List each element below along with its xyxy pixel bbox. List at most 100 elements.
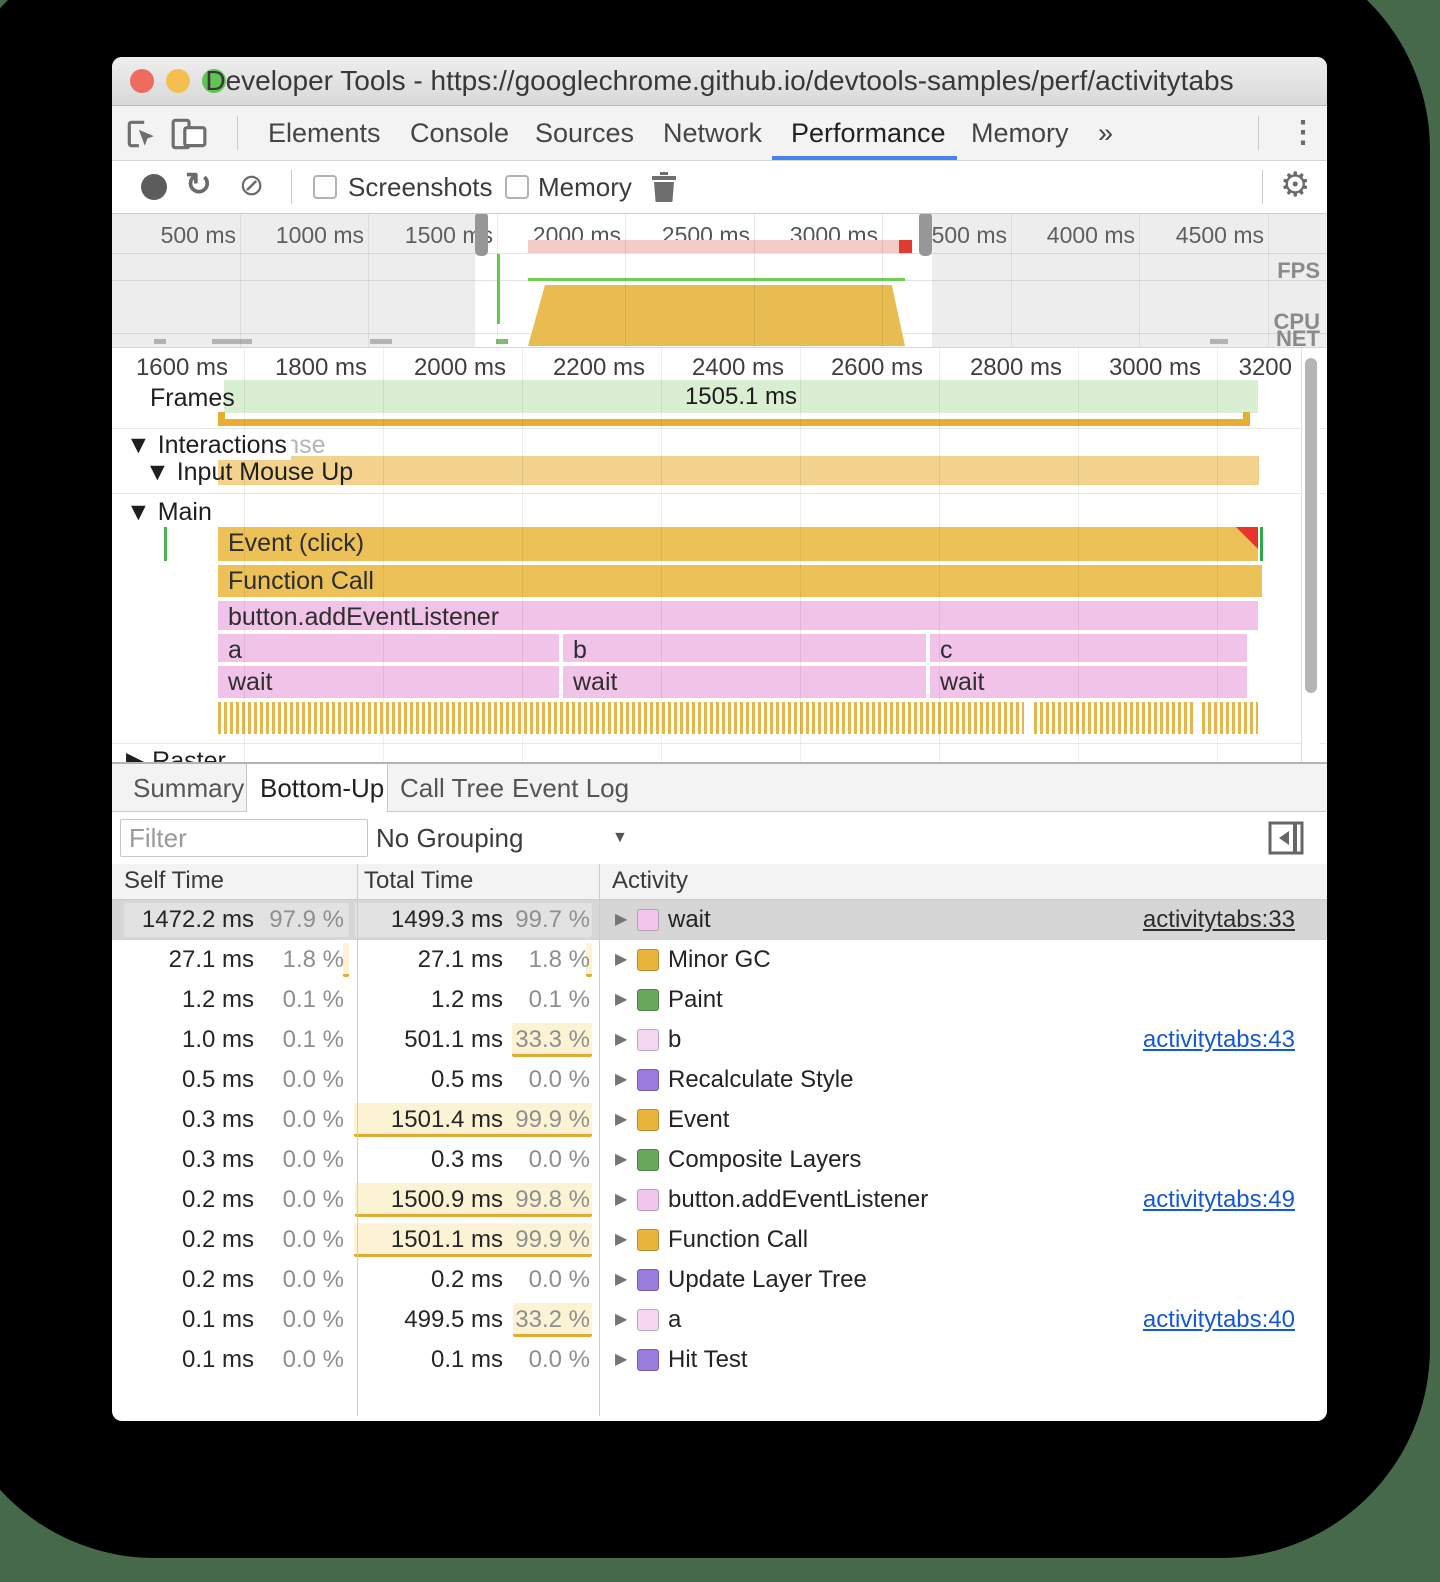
micro-tasks-strip[interactable] bbox=[218, 702, 1258, 734]
divider bbox=[1258, 116, 1259, 150]
disclosure-triangle-icon[interactable]: ▶ bbox=[615, 1231, 628, 1248]
activity-label: Function Call bbox=[668, 1226, 809, 1253]
disclosure-triangle-icon[interactable]: ▶ bbox=[615, 911, 628, 928]
timeline-overview[interactable]: 500 ms 1000 ms 1500 ms 2000 ms 2500 ms 3… bbox=[112, 214, 1327, 348]
settings-gear-icon[interactable]: ⚙ bbox=[1280, 166, 1311, 204]
activity-color-swatch bbox=[637, 1109, 659, 1131]
disclosure-triangle-icon[interactable]: ▶ bbox=[615, 1071, 628, 1088]
panel-tab-event-log[interactable]: Event Log bbox=[512, 773, 630, 803]
interactions-section-toggle[interactable]: ▼ Interactions bbox=[126, 431, 291, 460]
source-link[interactable]: activitytabs:40 bbox=[1142, 1306, 1295, 1333]
flame-scrollbar-track[interactable] bbox=[1301, 348, 1320, 762]
flame-bar-a[interactable]: a bbox=[218, 634, 559, 662]
disclosure-triangle-icon[interactable]: ▶ bbox=[615, 1111, 628, 1128]
grouping-select[interactable]: No Grouping bbox=[376, 823, 524, 853]
disclosure-triangle-icon[interactable]: ▶ bbox=[615, 951, 628, 968]
table-row[interactable]: 27.1 ms 1.8 % 27.1 ms 1.8 % ▶ Minor GC bbox=[112, 940, 1327, 980]
flame-bar-event-click[interactable]: Event (click) bbox=[218, 527, 1258, 561]
raster-section-toggle[interactable]: ▶ Raster bbox=[126, 747, 226, 762]
table-row[interactable]: 0.2 ms 0.0 % 0.2 ms 0.0 % ▶ Update Layer… bbox=[112, 1260, 1327, 1300]
table-row[interactable]: 0.2 ms 0.0 % 1500.9 ms 99.8 % ▶ button.a… bbox=[112, 1180, 1327, 1220]
table-row[interactable]: 1.0 ms 0.1 % 501.1 ms 33.3 % ▶ b activit… bbox=[112, 1020, 1327, 1060]
tab-console[interactable]: Console bbox=[410, 118, 510, 148]
table-row[interactable]: 1.2 ms 0.1 % 1.2 ms 0.1 % ▶ Paint bbox=[112, 980, 1327, 1020]
disclosure-triangle-icon[interactable]: ▶ bbox=[615, 1031, 628, 1048]
tab-performance[interactable]: Performance bbox=[791, 118, 946, 148]
column-header-self-time[interactable]: Self Time bbox=[124, 867, 225, 894]
more-tabs-chevron[interactable]: » bbox=[1098, 118, 1114, 148]
table-row[interactable]: 1472.2 ms 97.9 % 1499.3 ms 99.7 % ▶ wait… bbox=[112, 900, 1327, 940]
input-mouse-up-toggle[interactable]: ▼ Input Mouse Up bbox=[145, 458, 354, 486]
minimize-button[interactable] bbox=[166, 69, 190, 93]
flame-bar-c[interactable]: c bbox=[930, 634, 1247, 662]
tab-elements[interactable]: Elements bbox=[268, 118, 381, 148]
column-header-total-time[interactable]: Total Time bbox=[364, 867, 474, 894]
filter-input[interactable] bbox=[120, 819, 368, 857]
disclosure-triangle-icon[interactable]: ▶ bbox=[615, 1311, 628, 1328]
flame-scrollbar-thumb[interactable] bbox=[1305, 358, 1317, 693]
device-toolbar-icon[interactable] bbox=[170, 117, 208, 156]
trash-icon[interactable] bbox=[652, 172, 676, 207]
self-time-pct: 0.0 % bbox=[282, 1306, 344, 1333]
sidebar-toggle-icon[interactable] bbox=[1268, 821, 1304, 860]
self-time-value: 0.2 ms bbox=[181, 1266, 254, 1293]
table-row[interactable]: 0.1 ms 0.0 % 499.5 ms 33.2 % ▶ a activit… bbox=[112, 1300, 1327, 1340]
inspect-element-icon[interactable] bbox=[124, 117, 158, 156]
selection-handle-right[interactable] bbox=[919, 214, 932, 256]
column-header-activity[interactable]: Activity bbox=[612, 867, 689, 894]
divider bbox=[112, 253, 1327, 254]
input-mouse-up-bar[interactable] bbox=[218, 456, 1259, 485]
overview-dim-left bbox=[112, 214, 475, 347]
flame-chart[interactable]: 1600 ms 1800 ms 2000 ms 2200 ms 2400 ms … bbox=[112, 348, 1327, 762]
table-row[interactable]: 0.3 ms 0.0 % 0.3 ms 0.0 % ▶ Composite La… bbox=[112, 1140, 1327, 1180]
selection-handle-left[interactable] bbox=[475, 214, 488, 256]
total-time-bar bbox=[586, 943, 592, 977]
panel-tab-call-tree[interactable]: Call Tree bbox=[400, 773, 505, 803]
table-row[interactable]: 0.1 ms 0.0 % 0.1 ms 0.0 % ▶ Hit Test bbox=[112, 1340, 1327, 1380]
chevron-down-icon[interactable]: ▼ bbox=[612, 829, 628, 846]
table-row[interactable]: 0.2 ms 0.0 % 1501.1 ms 99.9 % ▶ Function… bbox=[112, 1220, 1327, 1260]
tab-sources[interactable]: Sources bbox=[535, 118, 635, 148]
screenshots-checkbox[interactable] bbox=[313, 175, 337, 199]
main-section-toggle[interactable]: ▼ Main bbox=[126, 498, 212, 526]
source-link[interactable]: activitytabs:33 bbox=[1142, 906, 1295, 933]
devtools-window: Developer Tools - https://googlechrome.g… bbox=[112, 57, 1327, 1421]
panel-tab-summary[interactable]: Summary bbox=[133, 773, 245, 803]
flame-bar-b[interactable]: b bbox=[563, 634, 926, 662]
flame-bar-wait-2[interactable]: wait bbox=[563, 666, 926, 698]
total-time-bar bbox=[512, 1023, 592, 1057]
reload-icon[interactable]: ↻ bbox=[185, 166, 212, 202]
tab-network[interactable]: Network bbox=[663, 118, 763, 148]
total-time-value: 1.2 ms bbox=[430, 986, 503, 1013]
flame-bar-wait-3[interactable]: wait bbox=[930, 666, 1247, 698]
activity-color-swatch bbox=[637, 1229, 659, 1251]
long-frame-tick-left bbox=[218, 412, 225, 426]
source-link[interactable]: activitytabs:49 bbox=[1142, 1186, 1295, 1213]
disclosure-triangle-icon[interactable]: ▶ bbox=[615, 991, 628, 1008]
tab-memory[interactable]: Memory bbox=[971, 118, 1069, 148]
disclosure-triangle-icon[interactable]: ▶ bbox=[615, 1191, 628, 1208]
clear-icon[interactable]: ⊘ bbox=[239, 169, 265, 202]
source-link[interactable]: activitytabs:43 bbox=[1142, 1026, 1295, 1053]
divider bbox=[1262, 170, 1263, 204]
flame-bar-wait-1[interactable]: wait bbox=[218, 666, 559, 698]
flame-bar-add-event-listener[interactable]: button.addEventListener bbox=[218, 601, 1258, 630]
disclosure-triangle-icon[interactable]: ▶ bbox=[615, 1151, 628, 1168]
record-button[interactable] bbox=[141, 174, 167, 200]
total-time-value: 499.5 ms bbox=[404, 1306, 503, 1333]
frames-lane-label[interactable]: Frames bbox=[150, 384, 235, 412]
gridline bbox=[939, 348, 940, 762]
disclosure-triangle-icon[interactable]: ▶ bbox=[615, 1271, 628, 1288]
memory-checkbox[interactable] bbox=[505, 175, 529, 199]
frame-bar[interactable]: 1505.1 ms bbox=[224, 380, 1258, 413]
total-time-bar bbox=[354, 1103, 592, 1137]
disclosure-triangle-icon[interactable]: ▶ bbox=[615, 1351, 628, 1368]
kebab-menu-icon[interactable]: ⋮ bbox=[1288, 116, 1318, 149]
zoom-button[interactable] bbox=[202, 69, 226, 93]
close-button[interactable] bbox=[130, 69, 154, 93]
table-row[interactable]: 0.3 ms 0.0 % 1501.4 ms 99.9 % ▶ Event bbox=[112, 1100, 1327, 1140]
self-time-pct: 0.0 % bbox=[282, 1106, 344, 1133]
flame-bar-function-call[interactable]: Function Call bbox=[218, 565, 1262, 597]
panel-tab-bottom-up[interactable]: Bottom-Up bbox=[260, 773, 385, 803]
table-row[interactable]: 0.5 ms 0.0 % 0.5 ms 0.0 % ▶ Recalculate … bbox=[112, 1060, 1327, 1100]
